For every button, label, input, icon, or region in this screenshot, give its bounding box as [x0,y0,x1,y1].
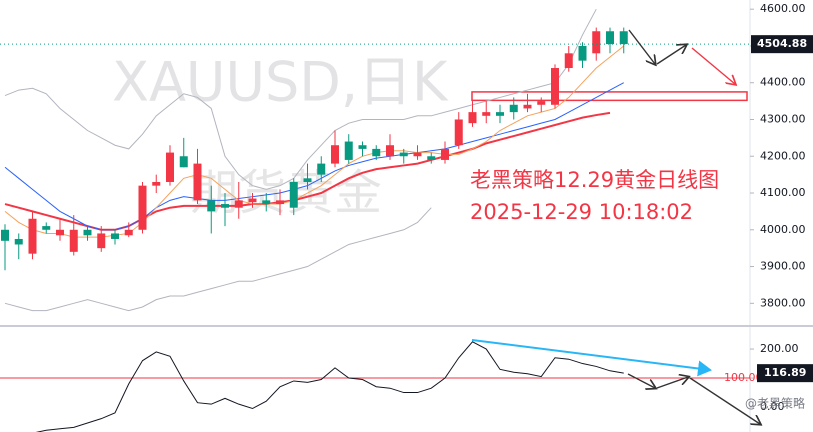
credit: @老黑策略 [745,396,805,411]
y-tick-label: 100.00 [724,371,763,384]
candle-body [234,200,243,208]
arrow [656,45,686,65]
candle-body [69,229,78,252]
last-value-label: 116.89 [764,366,806,379]
candle-body [454,119,463,146]
candle-body [427,156,436,160]
candle-body [386,145,394,157]
arrow [689,377,760,424]
candle-body [578,45,587,61]
candle-body [303,178,312,182]
candle-body [592,31,601,54]
watermark-symbol: XAUUSD,日K [112,51,449,114]
candle-body [138,185,147,230]
indicator-line [35,341,624,432]
arrow [471,339,712,377]
candle-body [331,145,339,164]
y-tick-label: 3900.00 [760,260,806,273]
candle-body [413,152,422,157]
candle-body [166,152,174,182]
candle-body [193,163,202,201]
candle-body [358,145,367,149]
last-price-label: 4504.88 [757,37,807,50]
candle-body [111,233,119,239]
watermark-text: 期货黄金 [190,165,382,221]
candle-body [551,68,559,105]
candle-body [289,181,298,208]
y-tick-label: 4400.00 [760,76,806,89]
candle-body [248,198,257,203]
candle-body [276,200,284,205]
candle-body [28,218,37,254]
candle-body [496,112,504,116]
candle-body [42,226,51,230]
candle-body [1,229,9,241]
candle-body [221,204,229,208]
annotation: 老黑策略12.29黄金日线图 [470,168,719,192]
candle-body [83,229,92,236]
indicator-line [4,8,597,190]
candle-body [482,112,491,116]
candle-body [56,229,64,236]
arrow [628,29,655,64]
y-tick-label: 4600.00 [760,2,806,15]
candle-body [344,141,353,160]
candle-body [537,101,546,105]
candle-body [262,200,271,205]
arrows [471,29,760,424]
candle-body [441,148,449,160]
last-price-box [751,35,813,54]
y-tick-label: 4100.00 [760,186,806,199]
arrow [656,377,688,389]
candle-body [152,181,161,186]
candle-body [317,163,326,175]
arrow [691,47,735,84]
y-tick-label: 0.00 [760,400,785,413]
zone [471,91,748,102]
candle-body [207,200,216,212]
candle-body [399,152,408,157]
candle-body [564,53,573,69]
annotation: 2025-12-29 10:18:02 [470,200,693,224]
candle-body [124,229,133,236]
last-value-box [757,364,813,383]
candle-body [97,233,106,249]
candle-body [468,112,477,124]
candle-body [606,31,614,45]
indicator-line [4,82,624,231]
indicator-line [4,207,432,312]
y-tick-label: 3800.00 [760,296,806,309]
price-axis: 3800.00 3900.00 4000.00 4100.00 4200.00 4300.… [724,2,813,413]
y-tick-label: 4200.00 [760,149,806,162]
candle-body [509,104,518,113]
candle-body [523,104,532,109]
candle-body [619,31,628,45]
y-tick-label: 4300.00 [760,112,806,125]
indicator-line [4,45,625,238]
arrow [627,373,655,388]
y-tick-label: 200.00 [760,342,799,355]
candle-body [179,156,188,168]
candle-body [372,148,381,157]
y-tick-label: 4000.00 [760,223,806,236]
candle-body [14,238,23,245]
plot [0,8,750,432]
